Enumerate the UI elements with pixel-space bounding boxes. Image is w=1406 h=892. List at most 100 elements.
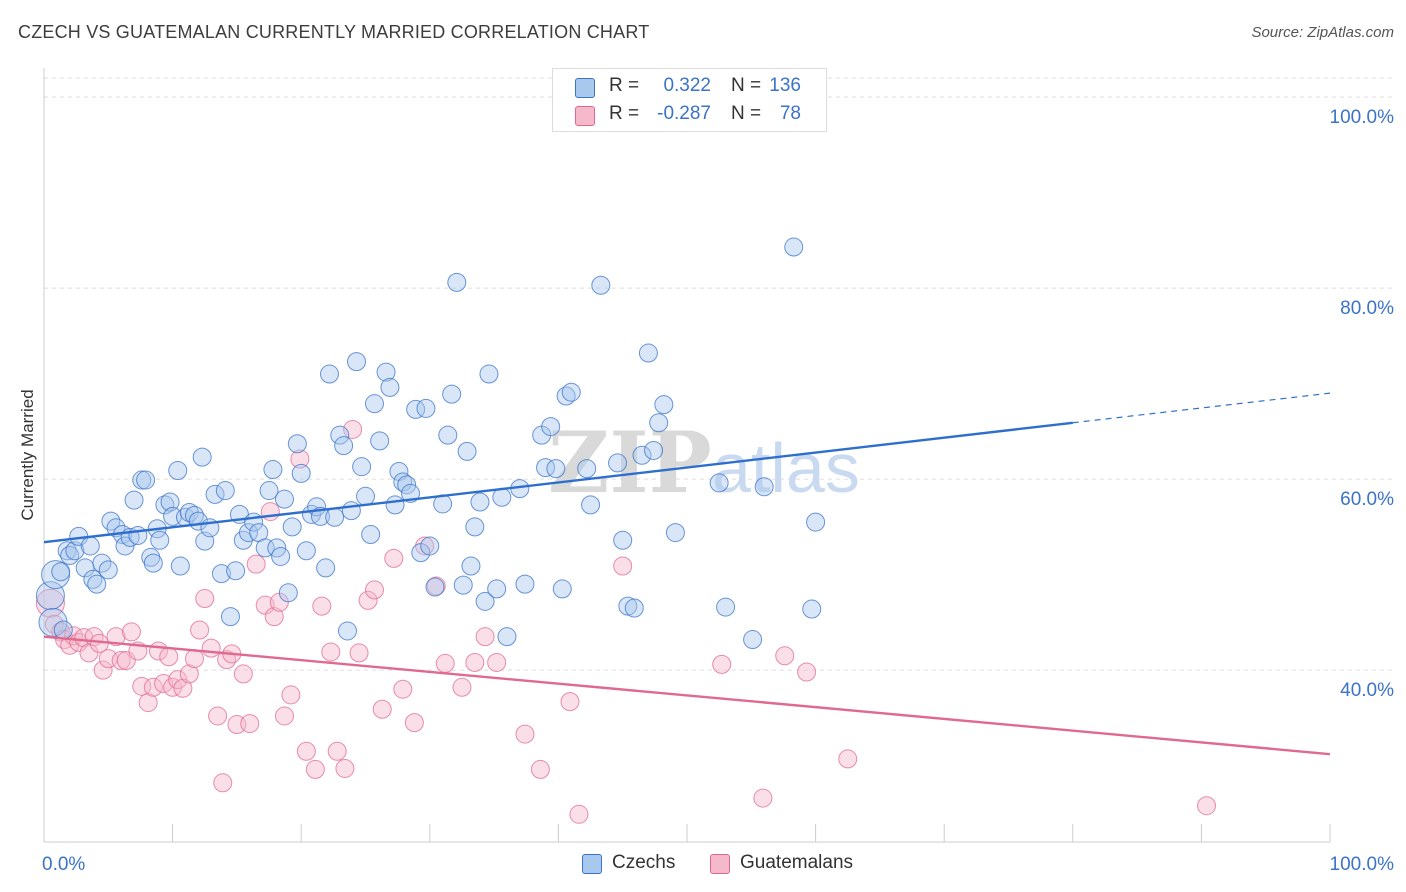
- czech-point-42: [215, 481, 235, 501]
- czech-point-27: [150, 530, 170, 550]
- guatemalan-point-65: [465, 652, 485, 672]
- guatemalan-point-70: [560, 692, 580, 712]
- legend-r-label: R =: [609, 103, 640, 124]
- guatemalan-point-55: [358, 590, 378, 610]
- guatemalan-point-32: [208, 706, 228, 726]
- czech-point-25: [143, 553, 163, 573]
- czech-point-51: [259, 481, 279, 501]
- guatemalan-point-76: [797, 662, 817, 682]
- czech-point-95: [461, 556, 481, 576]
- y-tick-label-3: 100.0%: [1330, 107, 1395, 128]
- czech-point-68: [334, 436, 354, 456]
- guatemalan-point-11: [93, 660, 113, 680]
- czech-point-114: [591, 275, 611, 295]
- czech-point-10: [80, 536, 100, 556]
- czech-point-88: [425, 577, 445, 597]
- guatemalan-point-23: [159, 647, 179, 667]
- x-tick-label-0: 0.0%: [42, 854, 85, 875]
- czech-point-44: [226, 561, 246, 581]
- czech-point-56: [278, 583, 298, 603]
- guatemalan-point-14: [111, 651, 131, 671]
- czech-point-94: [457, 441, 477, 461]
- legend-row-czechs: R = 0.322 N = 136: [553, 72, 826, 100]
- y-tick-label-0: 40.0%: [1340, 680, 1394, 701]
- czech-point-119: [632, 445, 652, 465]
- czech-point-72: [352, 457, 372, 477]
- guatemalan-point-47: [296, 741, 316, 761]
- guatemalan-point-1: [44, 614, 64, 634]
- czechs-points: [35, 237, 826, 650]
- guatemalan-point-54: [349, 643, 369, 663]
- czech-point-3: [51, 562, 71, 582]
- czech-point-74: [361, 524, 381, 544]
- guatemalan-point-49: [312, 596, 332, 616]
- guatemalan-point-20: [143, 677, 163, 697]
- czech-point-43: [220, 607, 240, 627]
- czech-point-93: [453, 575, 473, 595]
- czech-point-131: [806, 512, 826, 532]
- guatemalan-point-59: [393, 679, 413, 699]
- czech-point-65: [319, 364, 339, 384]
- guatemalan-point-33: [213, 773, 233, 793]
- czech-point-124: [665, 523, 685, 543]
- czech-point-28: [155, 495, 175, 515]
- czech-point-59: [291, 463, 311, 483]
- guatemalan-point-31: [201, 638, 221, 658]
- czech-point-123: [654, 395, 674, 415]
- guatemalans-points: [35, 419, 1217, 824]
- czech-point-126: [716, 597, 736, 617]
- guatemalan-point-0: [35, 588, 65, 618]
- czech-point-111: [561, 382, 581, 402]
- guatemalan-point-78: [1197, 796, 1217, 816]
- czech-point-108: [546, 459, 566, 479]
- czech-point-122: [649, 413, 669, 433]
- guatemalan-point-51: [327, 741, 347, 761]
- legend-swatch-czechs: [575, 78, 595, 98]
- czech-point-90: [438, 425, 458, 445]
- czech-point-41: [211, 564, 231, 584]
- czech-point-106: [536, 458, 556, 478]
- czech-point-54: [271, 546, 291, 566]
- guatemalan-point-44: [274, 706, 294, 726]
- czech-point-76: [370, 431, 390, 451]
- watermark-zip: ZIP: [548, 413, 712, 512]
- guatemalan-point-75: [775, 646, 795, 666]
- czech-point-75: [365, 394, 385, 414]
- guatemalan-point-57: [372, 699, 392, 719]
- czech-point-107: [541, 417, 561, 437]
- guatemalans-trend-line: [43, 635, 1331, 756]
- y-tick-label-2: 80.0%: [1340, 298, 1394, 319]
- guatemalan-point-16: [121, 622, 141, 642]
- czech-point-98: [475, 591, 495, 611]
- guatemalan-point-37: [233, 664, 253, 684]
- legend-swatch-guatemalans: [575, 106, 595, 126]
- czech-point-14: [98, 560, 118, 580]
- czech-point-50: [255, 538, 275, 558]
- guatemalan-point-73: [712, 654, 732, 674]
- czech-point-127: [743, 630, 763, 650]
- czech-point-57: [282, 517, 302, 537]
- guatemalan-point-34: [217, 650, 237, 670]
- legend-n-value: 78: [779, 103, 801, 124]
- guatemalan-point-56: [365, 580, 385, 600]
- guatemalan-point-45: [281, 685, 301, 705]
- czech-point-109: [552, 579, 572, 599]
- legend-row-guatemalans: R = -0.287 N = 78: [553, 100, 826, 128]
- czech-point-52: [263, 460, 283, 480]
- czech-point-99: [479, 364, 499, 384]
- czech-point-15: [101, 511, 121, 531]
- czech-point-115: [608, 453, 628, 473]
- guatemalan-point-62: [426, 576, 446, 596]
- bottom-legend-swatch-guatemalans: [710, 854, 730, 874]
- czech-point-71: [346, 352, 366, 372]
- czech-point-64: [316, 558, 336, 578]
- guatemalan-point-63: [435, 653, 455, 673]
- guatemalan-point-50: [321, 642, 341, 662]
- czech-point-100: [487, 579, 507, 599]
- guatemalan-point-71: [569, 804, 589, 824]
- guatemalan-point-60: [404, 713, 424, 733]
- legend-r-value: 0.322: [663, 75, 711, 96]
- bottom-legend-swatch-czechs: [582, 854, 602, 874]
- czech-point-60: [296, 541, 316, 561]
- czech-point-102: [497, 627, 517, 647]
